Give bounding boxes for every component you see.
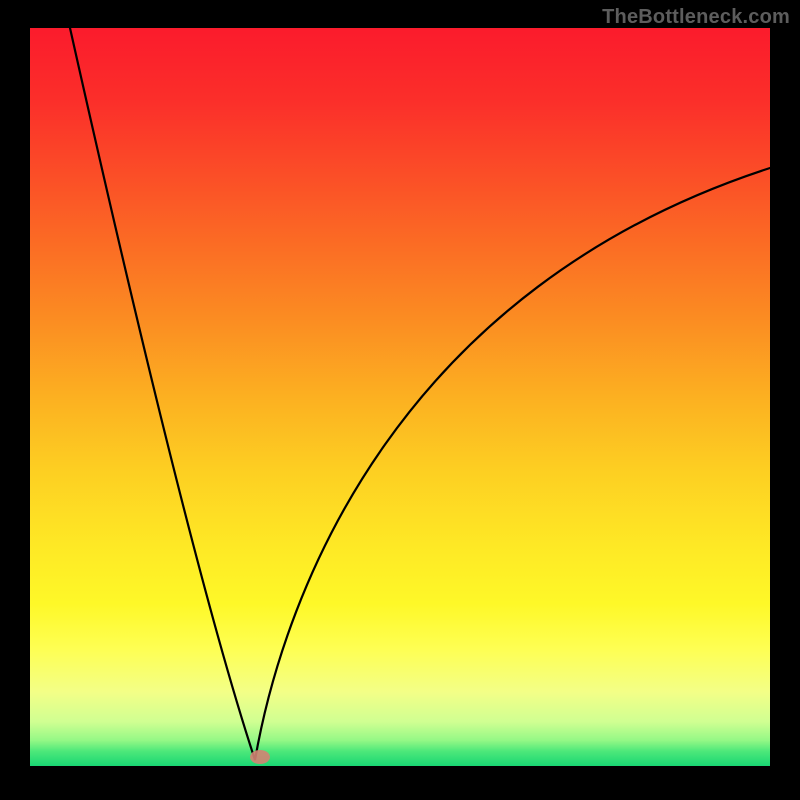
curve-line [30,28,770,766]
vertex-marker [250,750,270,764]
chart-container: TheBottleneck.com [0,0,800,800]
watermark-text: TheBottleneck.com [602,6,790,29]
plot-area [30,28,770,766]
